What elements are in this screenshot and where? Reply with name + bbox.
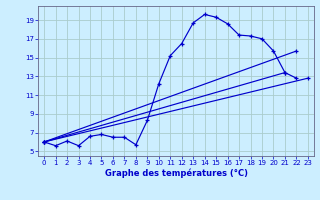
X-axis label: Graphe des températures (°C): Graphe des températures (°C) — [105, 169, 247, 178]
